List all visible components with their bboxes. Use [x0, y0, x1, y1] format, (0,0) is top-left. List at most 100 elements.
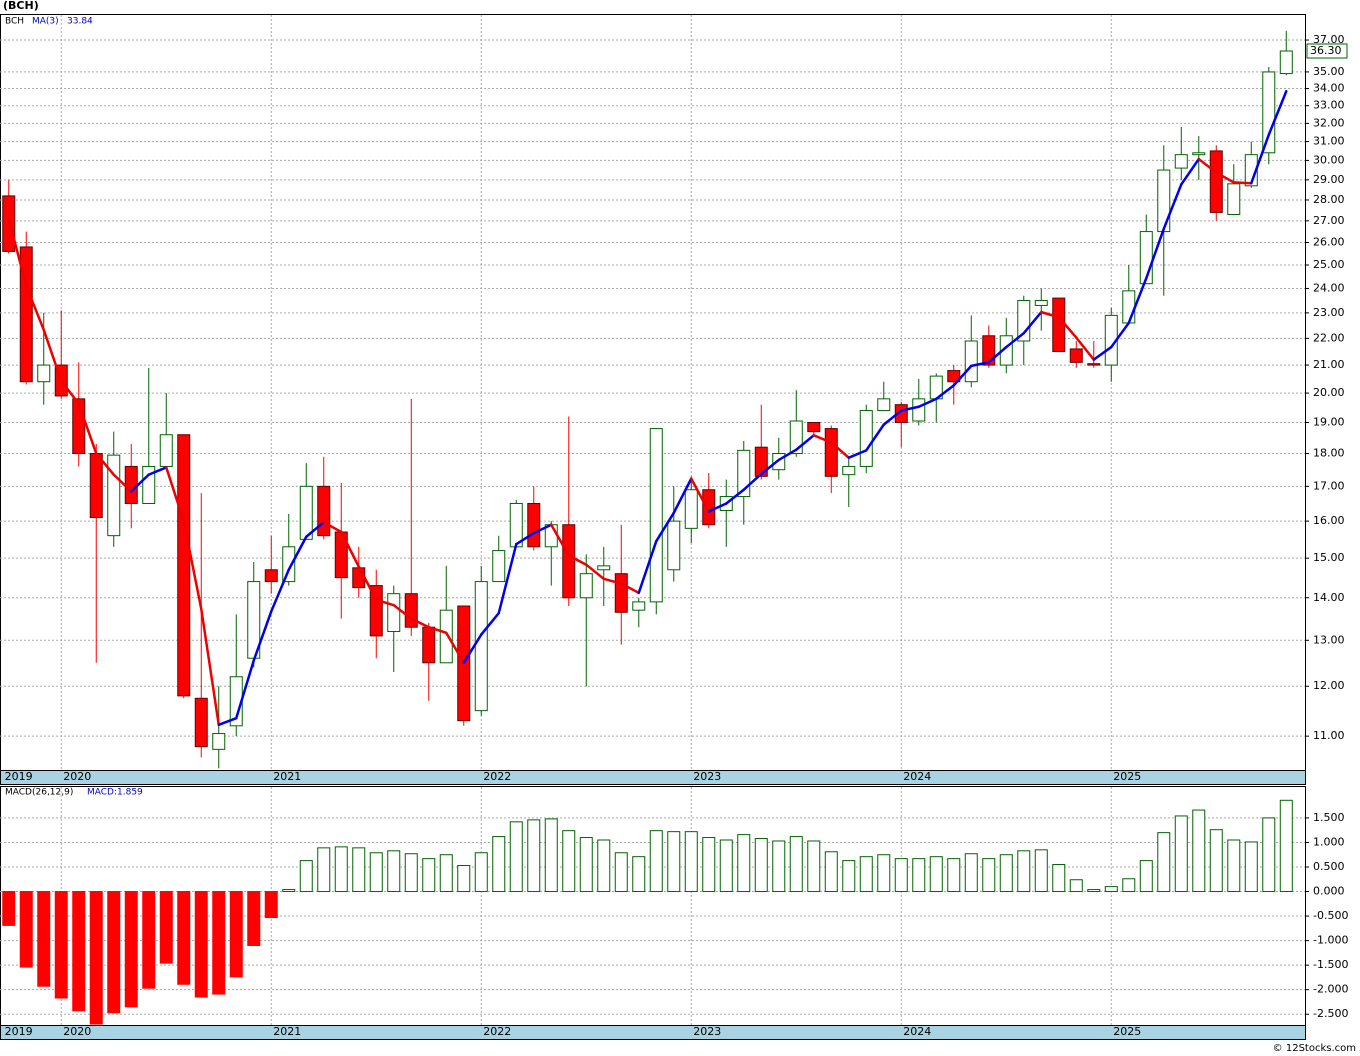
y-tick-label: 12.00 [1313, 679, 1345, 692]
macd-bar [754, 838, 768, 893]
candle-body [1209, 150, 1223, 213]
macd-bar [142, 891, 156, 989]
ma-line [532, 523, 553, 535]
candle-body [527, 502, 541, 548]
ma-line [725, 488, 746, 505]
candle-body [1192, 152, 1206, 156]
legend-ma-value: 33.84 [67, 17, 93, 27]
y-tick-label: 32.00 [1313, 116, 1345, 129]
ma-line [147, 466, 168, 476]
macd-bar [789, 836, 803, 893]
macd-value: MACD:1.859 [87, 788, 143, 798]
candle-body [632, 601, 646, 611]
candle-body [1174, 154, 1188, 169]
y-tick-label: 11.00 [1313, 729, 1345, 742]
macd-bar [1209, 829, 1223, 893]
y-tick-label: -1.500 [1313, 958, 1348, 971]
macd-bar [107, 891, 121, 1014]
ma-line [217, 716, 238, 727]
macd-bar [1227, 839, 1241, 893]
y-tick-label: -0.500 [1313, 909, 1348, 922]
ma-line [287, 535, 308, 572]
ma-line [830, 441, 851, 459]
y-tick-label: 0.000 [1313, 885, 1345, 898]
macd-bar [597, 839, 611, 893]
y-tick-label: 13.00 [1313, 633, 1345, 646]
date-strip [0, 770, 1306, 785]
macd-bar [772, 840, 786, 893]
candle-body [1157, 169, 1171, 233]
ma-line [252, 610, 273, 662]
macd-bar [404, 853, 418, 893]
legend-ticker: BCH [5, 17, 24, 27]
ma-line [1075, 336, 1096, 361]
ma-line [655, 511, 676, 543]
macd-bar [719, 839, 733, 893]
ma-line [270, 568, 291, 613]
macd-bar [212, 891, 226, 995]
date-strip [0, 1025, 1306, 1040]
macd-bar [947, 858, 961, 893]
candle-body [912, 398, 926, 422]
candle-body [212, 733, 226, 750]
x-tick-label: 2025 [1113, 770, 1141, 783]
macd-bar [929, 856, 943, 893]
ma-line [1057, 315, 1078, 339]
ma-line [305, 520, 326, 539]
last-price-label: 36.30 [1310, 44, 1342, 57]
ma-line [165, 466, 186, 523]
ma-line [462, 633, 483, 665]
ma-line [585, 563, 606, 581]
candle-body [649, 428, 663, 603]
candle-body [19, 246, 33, 383]
ma-line [1232, 181, 1253, 185]
candle-body [1069, 348, 1083, 363]
candle-body [684, 489, 698, 529]
last-price-box [1306, 43, 1348, 59]
ma-line [392, 603, 413, 620]
ma-line [427, 625, 448, 635]
ma-line [1127, 277, 1148, 325]
macd-bar [877, 854, 891, 893]
x-tick-label: 2020 [63, 770, 91, 783]
candle-body [142, 465, 156, 504]
macd-bar [229, 891, 243, 978]
macd-bar [1017, 850, 1031, 893]
macd-bar [72, 891, 86, 1012]
macd-bar [159, 891, 173, 964]
ma-line [112, 473, 133, 493]
ma-line [637, 539, 658, 595]
y-tick-label: 27.00 [1313, 214, 1345, 227]
y-tick-label: 34.00 [1313, 82, 1345, 95]
macd-bar [369, 852, 383, 893]
candle-body [439, 609, 453, 664]
macd-bar [1052, 864, 1066, 893]
candle-body [562, 524, 576, 599]
macd-bar [247, 891, 261, 947]
footer: © 12Stocks.com [1273, 1043, 1356, 1054]
macd-bar [1279, 799, 1293, 893]
macd-bar [859, 856, 873, 893]
candle-body [737, 449, 751, 498]
x-tick-label: 2023 [693, 1025, 721, 1038]
macd-bar [439, 854, 453, 893]
x-tick-label: 2022 [483, 1025, 511, 1038]
y-tick-label: -1.000 [1313, 934, 1348, 947]
macd-bar [1069, 879, 1083, 893]
x-tick-label: 2019 [5, 770, 33, 783]
ma-line [480, 611, 501, 636]
candle-body [772, 453, 786, 471]
macd-bar [1104, 886, 1118, 893]
ma-line [690, 477, 711, 513]
ma-line [567, 554, 588, 566]
ma-line [235, 659, 256, 720]
ma-line [777, 448, 798, 462]
y-tick-label: 25.00 [1313, 258, 1345, 271]
macd-bar [177, 891, 191, 985]
ma-line [410, 617, 431, 629]
candle-body [89, 453, 103, 519]
y-tick-label: 20.00 [1313, 386, 1345, 399]
macd-bar [999, 854, 1013, 893]
macd-bar [912, 858, 926, 893]
ma-line [77, 402, 98, 455]
